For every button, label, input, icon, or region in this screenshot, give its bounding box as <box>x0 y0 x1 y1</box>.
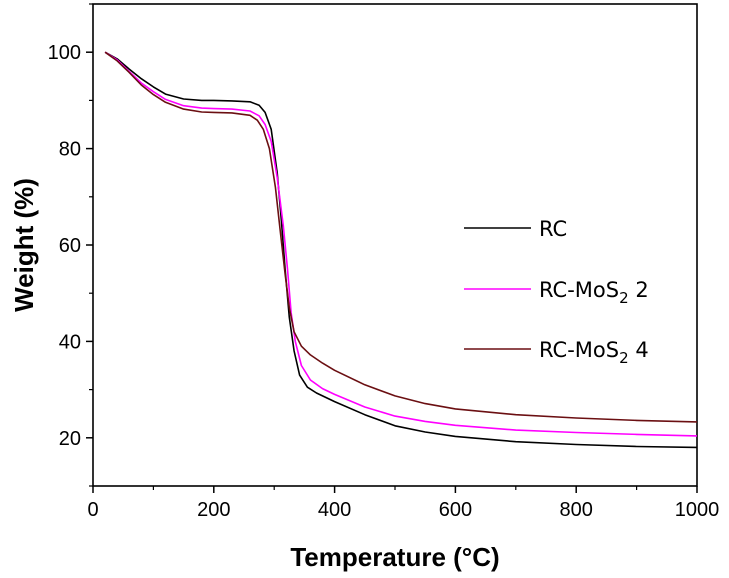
y-axis-ticks: 20 40 60 80 100 <box>48 3 93 487</box>
legend-label-suffix: 4 <box>629 338 649 362</box>
x-tick-label: 0 <box>87 499 98 521</box>
series-line <box>104 51 698 449</box>
series-line <box>104 51 698 423</box>
x-tick-label: 400 <box>318 499 351 521</box>
x-tick-label: 1000 <box>675 499 720 521</box>
series-lines <box>104 51 698 449</box>
y-tick-label: 60 <box>59 235 81 257</box>
x-tick-label: 600 <box>439 499 472 521</box>
y-tick-label: 40 <box>59 331 81 353</box>
x-tick-label: 200 <box>197 499 230 521</box>
series-line <box>104 51 698 437</box>
legend-label-suffix: 2 <box>629 278 649 302</box>
legend-label-main: RC <box>539 217 567 241</box>
legend-label-main: RC-MoS <box>539 338 619 362</box>
plot-frame <box>92 3 698 487</box>
x-axis-ticks: 0 200 400 600 800 1000 <box>87 486 719 521</box>
y-tick-label: 100 <box>48 42 81 64</box>
y-axis-title: Weight (%) <box>9 178 39 312</box>
legend-label-subscript: 2 <box>619 289 629 307</box>
legend-label-main: RC-MoS <box>539 278 619 302</box>
legend-label: RC-MoS2 2 <box>539 278 649 307</box>
legend-label: RC-MoS2 4 <box>539 338 649 367</box>
x-axis-title: Temperature (°C) <box>290 542 499 572</box>
legend-label-subscript: 2 <box>619 349 629 367</box>
x-tick-label: 800 <box>560 499 593 521</box>
legend-label: RC <box>539 217 567 241</box>
y-tick-label: 20 <box>59 428 81 450</box>
y-tick-label: 80 <box>59 139 81 161</box>
